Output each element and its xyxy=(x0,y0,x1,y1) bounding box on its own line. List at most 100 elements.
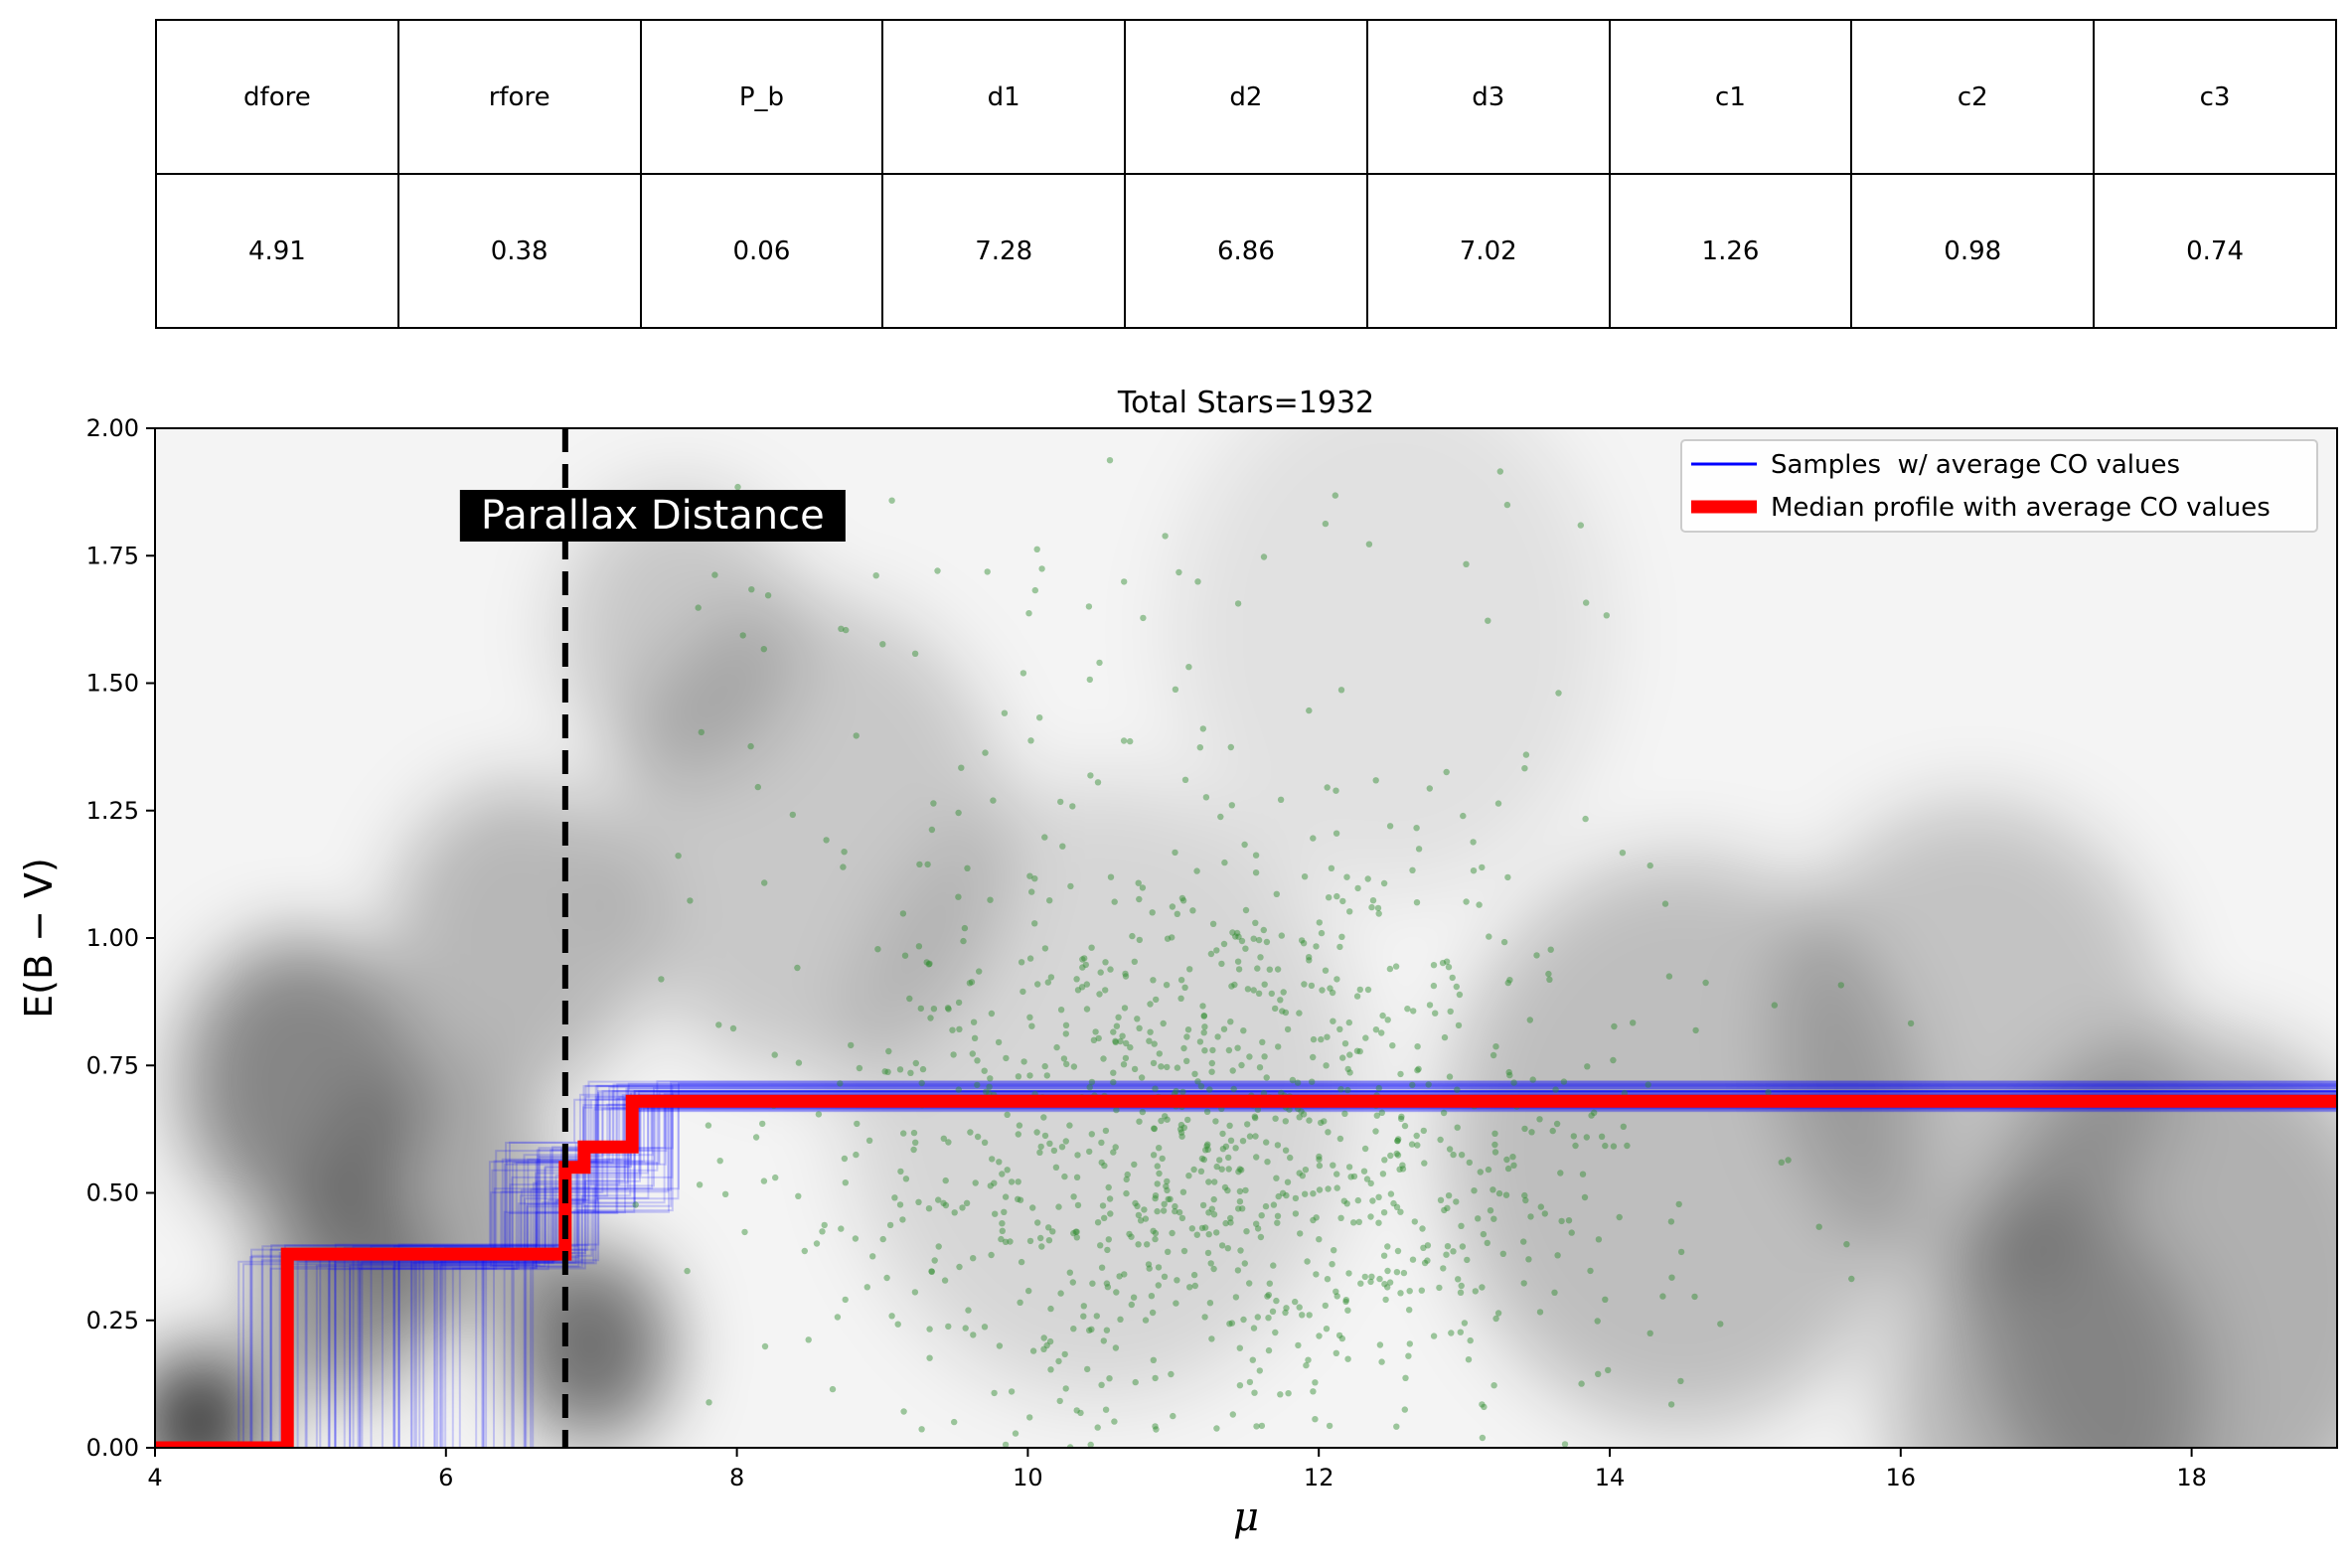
star-point xyxy=(1097,1242,1104,1249)
star-point xyxy=(1201,1224,1209,1231)
star-point xyxy=(984,568,991,575)
star-point xyxy=(1100,1055,1107,1062)
star-point xyxy=(1150,1152,1158,1159)
star-point xyxy=(1297,1230,1304,1237)
star-point xyxy=(990,797,997,804)
star-point xyxy=(1491,1130,1498,1137)
star-point xyxy=(896,1066,904,1073)
star-point xyxy=(1159,1155,1166,1163)
star-point xyxy=(840,863,847,870)
star-point xyxy=(951,1418,958,1426)
star-point xyxy=(1347,1174,1354,1180)
star-point xyxy=(1621,1089,1629,1097)
star-point xyxy=(1568,1229,1575,1236)
star-point xyxy=(1217,813,1224,821)
star-point xyxy=(1254,1314,1262,1321)
star-point xyxy=(1397,1208,1404,1215)
sample-line xyxy=(155,1080,2337,1448)
y-axis: 0.00 0.25 0.50 0.75 1.00 1.25 1.50 1.75 2.00 xyxy=(86,414,155,1462)
star-point xyxy=(829,1385,837,1393)
star-point xyxy=(1154,1163,1162,1170)
star-point xyxy=(1117,1316,1124,1323)
star-point xyxy=(935,1196,942,1203)
star-point xyxy=(1002,1441,1010,1448)
star-point xyxy=(930,800,937,807)
star-point xyxy=(1455,1021,1463,1029)
star-point xyxy=(1337,1214,1344,1221)
star-point xyxy=(1234,1267,1242,1274)
star-point xyxy=(1117,1037,1124,1045)
star-point xyxy=(1204,1146,1212,1154)
star-point xyxy=(838,1225,845,1232)
star-point xyxy=(1364,875,1371,882)
star-point xyxy=(1177,1129,1185,1136)
star-point xyxy=(1277,796,1285,803)
star-point xyxy=(958,764,965,771)
table-value-cell: 7.28 xyxy=(881,173,1127,329)
star-point xyxy=(881,1068,888,1075)
star-point xyxy=(928,1268,935,1275)
star-point xyxy=(1424,1242,1432,1249)
star-point xyxy=(1555,690,1562,697)
star-point xyxy=(1460,812,1467,820)
star-point xyxy=(1365,541,1373,548)
sample-line xyxy=(155,1103,2337,1448)
star-point xyxy=(1325,1129,1332,1136)
star-point xyxy=(1149,1309,1157,1317)
star-point xyxy=(696,1181,704,1188)
star-point xyxy=(1450,1248,1457,1255)
star-point xyxy=(1256,1367,1264,1374)
star-point xyxy=(1426,1002,1434,1009)
star-point xyxy=(1368,903,1375,911)
star-point xyxy=(1244,986,1252,993)
star-point xyxy=(1470,839,1477,846)
star-point xyxy=(1004,1111,1011,1118)
star-point xyxy=(1466,1159,1474,1167)
star-point xyxy=(1375,1084,1383,1092)
star-point xyxy=(944,1005,952,1012)
density-blob xyxy=(155,1350,258,1448)
star-point xyxy=(1201,1023,1208,1030)
star-point xyxy=(1073,976,1080,983)
star-point xyxy=(891,1194,898,1201)
star-point xyxy=(1136,936,1144,944)
star-point xyxy=(902,1176,910,1182)
star-point xyxy=(1472,1288,1480,1295)
star-point xyxy=(1093,1313,1101,1320)
star-point xyxy=(1283,1191,1290,1199)
star-point xyxy=(1583,1134,1591,1141)
star-point xyxy=(1236,1187,1244,1195)
star-point xyxy=(1103,1327,1111,1333)
star-point xyxy=(1561,1441,1569,1448)
star-point xyxy=(1318,1119,1325,1127)
table-header-cell: c1 xyxy=(1608,19,1853,175)
star-point xyxy=(1168,1370,1175,1378)
star-point xyxy=(1235,1169,1242,1176)
star-point xyxy=(1136,895,1143,903)
star-point xyxy=(1510,1079,1517,1086)
star-point xyxy=(1052,1164,1060,1171)
star-point xyxy=(1188,1225,1196,1232)
star-point xyxy=(747,742,754,750)
star-point xyxy=(1126,1230,1133,1238)
star-point xyxy=(1765,1089,1772,1096)
star-point xyxy=(1310,1388,1317,1395)
star-point xyxy=(1376,1275,1383,1283)
star-point xyxy=(1547,946,1554,953)
star-point xyxy=(987,1075,994,1082)
y-tick-label: 1.50 xyxy=(86,670,139,698)
star-point xyxy=(1072,1228,1079,1235)
star-point xyxy=(1458,1152,1466,1159)
sample-line xyxy=(155,1102,2337,1448)
star-point xyxy=(1503,1156,1510,1164)
star-point xyxy=(1172,686,1179,693)
star-point xyxy=(1459,1243,1467,1250)
star-point xyxy=(1132,1199,1139,1207)
star-point xyxy=(1333,976,1340,983)
star-point xyxy=(1282,1009,1290,1017)
star-point xyxy=(1421,1259,1429,1267)
star-point xyxy=(1207,1260,1214,1267)
star-point xyxy=(1322,1302,1330,1310)
star-point xyxy=(1173,1087,1179,1095)
star-point xyxy=(1376,1341,1384,1348)
